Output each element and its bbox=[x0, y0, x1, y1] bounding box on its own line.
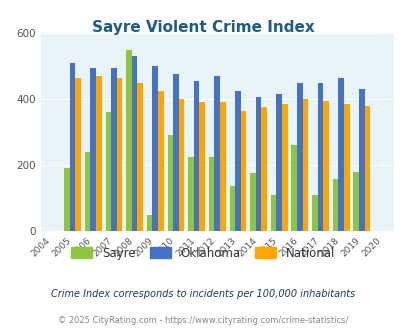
Bar bbox=[188, 157, 193, 231]
Bar bbox=[111, 68, 116, 231]
Bar bbox=[85, 152, 90, 231]
Bar bbox=[302, 99, 307, 231]
Bar bbox=[343, 104, 349, 231]
Bar bbox=[296, 82, 302, 231]
Bar bbox=[220, 102, 225, 231]
Text: Crime Index corresponds to incidents per 100,000 inhabitants: Crime Index corresponds to incidents per… bbox=[51, 289, 354, 299]
Bar bbox=[167, 135, 173, 231]
Bar bbox=[358, 89, 364, 231]
Bar bbox=[158, 91, 163, 231]
Bar bbox=[208, 157, 214, 231]
Bar bbox=[137, 82, 143, 231]
Bar bbox=[276, 94, 281, 231]
Bar bbox=[193, 81, 199, 231]
Text: Sayre Violent Crime Index: Sayre Violent Crime Index bbox=[92, 20, 313, 35]
Bar bbox=[152, 66, 158, 231]
Bar bbox=[332, 179, 337, 231]
Bar bbox=[132, 56, 137, 231]
Bar bbox=[270, 195, 276, 231]
Bar bbox=[317, 82, 322, 231]
Bar bbox=[96, 76, 101, 231]
Bar bbox=[70, 63, 75, 231]
Bar bbox=[249, 173, 255, 231]
Bar bbox=[147, 214, 152, 231]
Bar bbox=[234, 91, 240, 231]
Bar bbox=[255, 97, 261, 231]
Bar bbox=[322, 101, 328, 231]
Bar bbox=[353, 172, 358, 231]
Bar bbox=[105, 112, 111, 231]
Bar bbox=[229, 186, 234, 231]
Bar bbox=[126, 50, 132, 231]
Bar bbox=[281, 104, 287, 231]
Legend: Sayre, Oklahoma, National: Sayre, Oklahoma, National bbox=[71, 247, 334, 260]
Bar bbox=[291, 145, 296, 231]
Bar bbox=[178, 99, 184, 231]
Bar bbox=[311, 195, 317, 231]
Bar bbox=[116, 78, 122, 231]
Bar bbox=[337, 78, 343, 231]
Bar bbox=[261, 107, 266, 231]
Bar bbox=[364, 106, 369, 231]
Text: © 2025 CityRating.com - https://www.cityrating.com/crime-statistics/: © 2025 CityRating.com - https://www.city… bbox=[58, 315, 347, 325]
Bar bbox=[199, 102, 205, 231]
Bar bbox=[64, 168, 70, 231]
Bar bbox=[240, 111, 245, 231]
Bar bbox=[214, 76, 220, 231]
Bar bbox=[90, 68, 96, 231]
Bar bbox=[173, 74, 178, 231]
Bar bbox=[75, 78, 81, 231]
